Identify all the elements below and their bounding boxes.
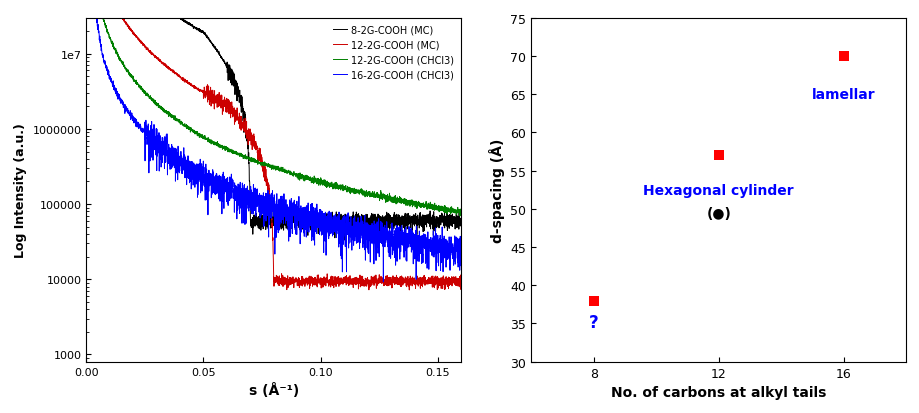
Text: Hexagonal cylinder: Hexagonal cylinder — [642, 183, 793, 197]
12-2G-COOH (MC) — [225, 103, 236, 108]
Line: 16-2G-COOH (CHCl3): 16-2G-COOH (CHCl3) — [87, 0, 460, 282]
16-2G-COOH (CHCl3) — [448, 253, 459, 258]
12-2G-COOH (MC) — [403, 288, 414, 293]
X-axis label: No. of carbons at alkyl tails: No. of carbons at alkyl tails — [610, 385, 825, 399]
12-2G-COOH (CHCl3) — [454, 214, 465, 219]
Line: 12-2G-COOH (MC): 12-2G-COOH (MC) — [87, 0, 460, 290]
12-2G-COOH (MC) — [241, 128, 252, 133]
Line: 8-2G-COOH (MC): 8-2G-COOH (MC) — [87, 0, 460, 241]
Text: ?: ? — [588, 313, 598, 331]
8-2G-COOH (MC) — [408, 219, 419, 224]
16-2G-COOH (CHCl3) — [241, 206, 252, 211]
12-2G-COOH (CHCl3) — [225, 149, 236, 154]
12-2G-COOH (MC) — [408, 278, 419, 283]
12-2G-COOH (CHCl3) — [448, 210, 459, 215]
12-2G-COOH (CHCl3) — [241, 156, 252, 161]
Text: (●): (●) — [706, 206, 731, 220]
Y-axis label: d-spacing (Å): d-spacing (Å) — [488, 138, 505, 242]
16-2G-COOH (CHCl3) — [124, 114, 135, 119]
12-2G-COOH (CHCl3) — [407, 200, 418, 205]
16-2G-COOH (CHCl3) — [225, 180, 236, 185]
12-2G-COOH (MC) — [448, 277, 459, 282]
Text: lamellar: lamellar — [811, 88, 875, 102]
Legend: 8-2G-COOH (MC), 12-2G-COOH (MC), 12-2G-COOH (CHCl3), 16-2G-COOH (CHCl3): 8-2G-COOH (MC), 12-2G-COOH (MC), 12-2G-C… — [331, 24, 456, 82]
8-2G-COOH (MC) — [338, 238, 349, 243]
16-2G-COOH (CHCl3) — [147, 131, 158, 135]
12-2G-COOH (CHCl3) — [455, 212, 466, 217]
12-2G-COOH (CHCl3) — [147, 99, 158, 104]
12-2G-COOH (CHCl3) — [124, 73, 135, 78]
8-2G-COOH (MC) — [448, 221, 459, 226]
16-2G-COOH (CHCl3) — [408, 236, 419, 241]
8-2G-COOH (MC) — [225, 73, 236, 78]
8-2G-COOH (MC) — [455, 219, 466, 224]
X-axis label: s (Å⁻¹): s (Å⁻¹) — [248, 382, 299, 397]
12-2G-COOH (MC) — [147, 53, 158, 58]
8-2G-COOH (MC) — [241, 135, 252, 140]
Y-axis label: Log Intensity (a.u.): Log Intensity (a.u.) — [14, 123, 27, 258]
16-2G-COOH (CHCl3) — [455, 250, 466, 255]
16-2G-COOH (CHCl3) — [378, 280, 389, 285]
Line: 12-2G-COOH (CHCl3): 12-2G-COOH (CHCl3) — [87, 0, 460, 216]
12-2G-COOH (MC) — [455, 276, 466, 281]
12-2G-COOH (MC) — [124, 27, 135, 32]
